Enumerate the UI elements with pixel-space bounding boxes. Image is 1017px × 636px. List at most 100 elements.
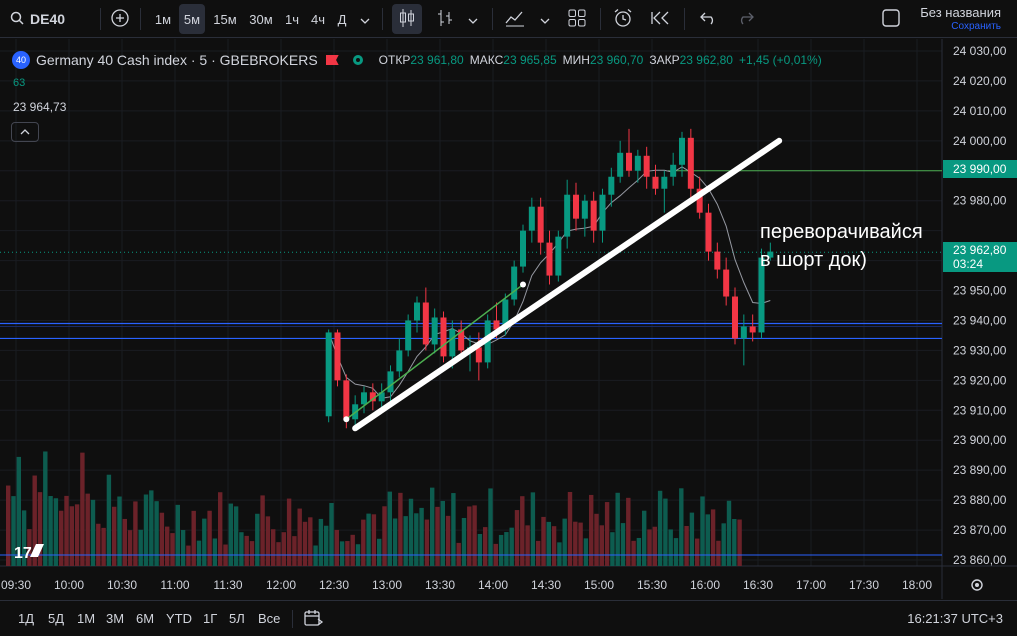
volume-bar: [567, 491, 573, 566]
volume-bar: [329, 502, 334, 566]
interval-30m[interactable]: 30м: [245, 4, 277, 34]
time-tick-label: 14:30: [531, 578, 561, 592]
chart-annotation[interactable]: переворачивайся в шорт док): [760, 218, 923, 274]
time-tick-label: 12:00: [266, 578, 296, 592]
volume-bar: [154, 501, 159, 566]
undo-button[interactable]: [694, 4, 724, 34]
chart-type-dropdown[interactable]: [464, 4, 482, 34]
volume-bar: [679, 488, 684, 566]
price-tick-label: 23 980,00: [953, 194, 1007, 208]
range-5y[interactable]: 5Л: [229, 611, 245, 626]
bars-style-button[interactable]: [430, 4, 460, 34]
time-tick-label: 17:30: [849, 578, 879, 592]
volume-bar: [207, 510, 212, 566]
series-title[interactable]: Germany 40 Cash index · 5 · GBEBROKERS: [36, 52, 318, 68]
level-price-label[interactable]: 23 990,00: [943, 160, 1017, 178]
clock-timezone[interactable]: 16:21:37 UTC+3: [907, 611, 1003, 626]
drawings[interactable]: [343, 137, 783, 432]
volume-bar: [546, 521, 551, 566]
time-tick-label: 13:30: [425, 578, 455, 592]
volume-bar: [180, 529, 186, 566]
interval-15m[interactable]: 15м: [209, 4, 241, 34]
candle-body: [590, 200, 597, 231]
interval-5m[interactable]: 5м: [179, 4, 205, 34]
range-3m[interactable]: 3М: [106, 611, 125, 626]
chart-type-button[interactable]: [392, 4, 422, 34]
divider: [140, 8, 141, 30]
save-status[interactable]: Сохранить: [951, 21, 1001, 32]
candle-body: [502, 299, 509, 330]
time-axis[interactable]: 09:30 10:00 10:30 11:00 11:30 12:00 12:30 13:00…: [1, 578, 932, 592]
volume-bar: [318, 518, 324, 566]
volume-bar: [212, 538, 218, 566]
candle-body: [617, 152, 624, 177]
layouts-button[interactable]: [562, 4, 592, 34]
interval-1m[interactable]: 1м: [150, 4, 176, 34]
volume-bar: [477, 533, 483, 566]
compare-button[interactable]: [108, 4, 132, 34]
alert-button[interactable]: [608, 4, 638, 34]
settings-gear-icon[interactable]: [971, 579, 983, 591]
top-toolbar: DE40 1м 5м 15м 30м 1ч 4ч Д: [0, 0, 1017, 38]
range-all[interactable]: Все: [258, 611, 281, 626]
volume-bar: [239, 532, 244, 566]
price-chart[interactable]: 24 030,00 24 020,00 24 010,00 24 000,00 23 9…: [0, 39, 1017, 599]
range-5d[interactable]: 5Д: [48, 611, 65, 626]
collapse-legend-button[interactable]: [11, 122, 39, 142]
volume-bar: [461, 517, 467, 566]
volume-bar: [255, 513, 260, 566]
indicators-dropdown[interactable]: [536, 4, 554, 34]
range-ytd[interactable]: YTD: [166, 611, 192, 626]
interval-4h[interactable]: 4ч: [306, 4, 330, 34]
price-tick-label: 24 020,00: [953, 74, 1007, 88]
volume-bar: [85, 493, 90, 566]
layout-name[interactable]: Без названия Сохранить: [920, 6, 1001, 34]
candle-body: [387, 371, 394, 393]
candle-body: [537, 206, 544, 243]
price-axis[interactable]: 24 030,00 24 020,00 24 010,00 24 000,00 23 9…: [953, 44, 1007, 567]
range-1y[interactable]: 1Г: [203, 611, 218, 626]
ohlc-open: ОТКР23 961,80: [379, 53, 464, 67]
replay-button[interactable]: [646, 4, 676, 34]
redo-button[interactable]: [730, 4, 760, 34]
candle-body: [325, 332, 332, 417]
market-status-icon[interactable]: [352, 55, 363, 65]
volume-bar: [631, 540, 636, 566]
flag-icon[interactable]: [325, 55, 339, 65]
volume-bar: [652, 526, 657, 566]
volume-bars: [0, 451, 942, 566]
volume-bar: [101, 527, 106, 566]
goto-date-button[interactable]: [304, 609, 324, 632]
tradingview-logo[interactable]: 17: [14, 544, 44, 562]
symbol-search[interactable]: DE40: [10, 4, 70, 34]
volume-bar: [673, 538, 679, 566]
ohlc-change: +1,45 (+0,01%): [739, 53, 822, 67]
range-6m[interactable]: 6М: [136, 611, 155, 626]
volume-bar: [74, 504, 80, 566]
interval-1h[interactable]: 1ч: [280, 4, 304, 34]
volume-bar: [456, 542, 461, 566]
volume-bar: [324, 525, 329, 566]
volume-bar: [689, 512, 695, 566]
candle-body: [581, 200, 588, 219]
candle-body: [361, 392, 367, 405]
range-1m[interactable]: 1М: [77, 611, 96, 626]
chart-legend: 40 Germany 40 Cash index · 5 · GBEBROKER…: [12, 50, 828, 70]
interval-1d[interactable]: Д: [332, 4, 352, 34]
volume-bar: [530, 492, 536, 566]
current-price-label[interactable]: 23 962,80 03:24: [943, 242, 1017, 272]
layout-toggle[interactable]: [878, 4, 904, 34]
indicators-button[interactable]: [500, 4, 530, 34]
alarm-clock-icon: [613, 8, 633, 31]
volume-bar: [191, 510, 196, 566]
volume-bar: [96, 523, 101, 566]
volume-bar: [377, 538, 382, 566]
rewind-icon: [651, 11, 671, 28]
interval-dropdown[interactable]: [356, 4, 374, 34]
price-levels: [0, 170, 942, 253]
volume-bar: [165, 526, 170, 566]
price-tick-label: 23 910,00: [953, 403, 1007, 417]
range-1d[interactable]: 1Д: [18, 611, 35, 626]
volume-bar: [43, 451, 48, 566]
volume-bar: [170, 533, 175, 566]
